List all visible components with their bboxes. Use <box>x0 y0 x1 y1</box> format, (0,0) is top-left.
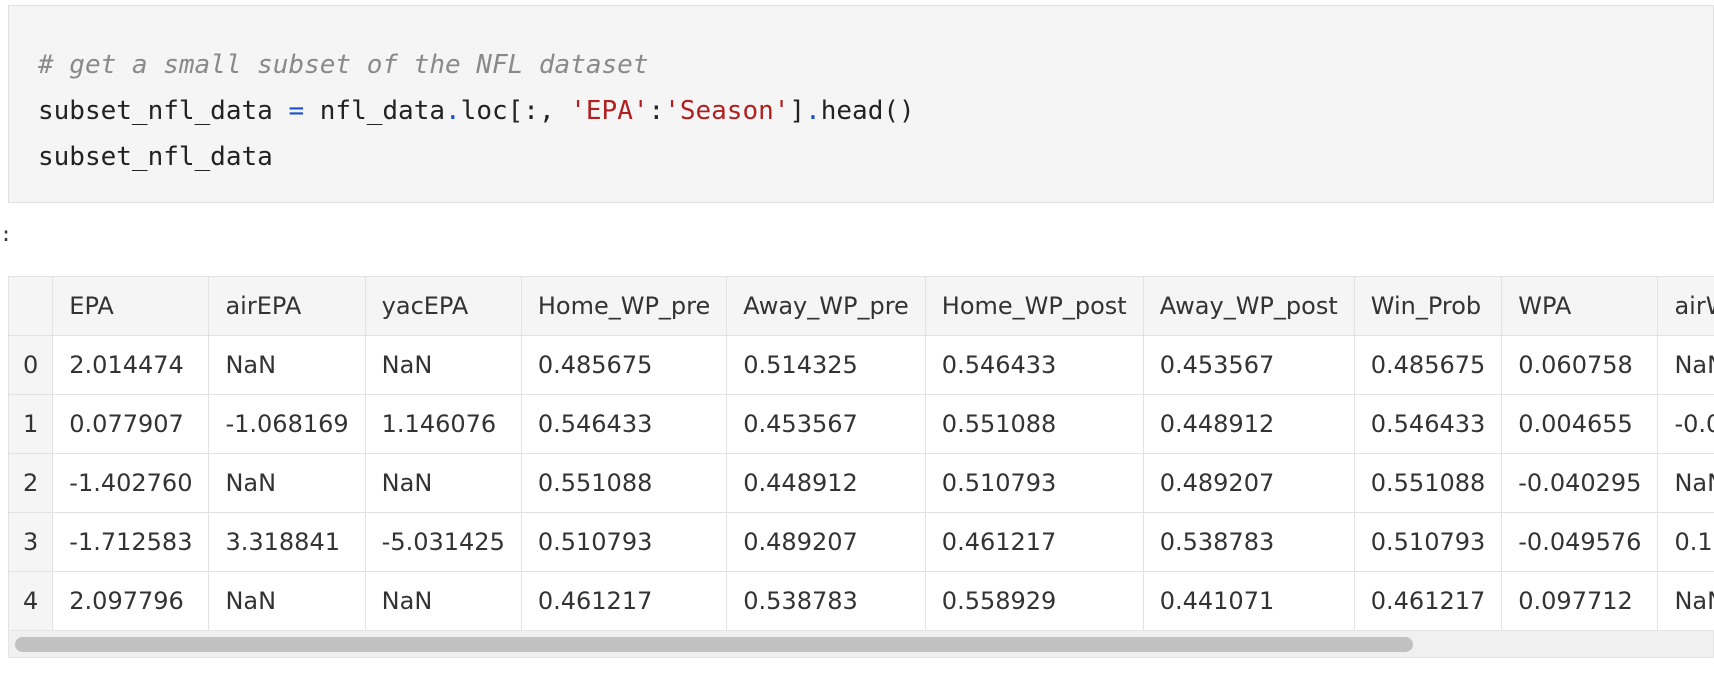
table-cell: -0.040295 <box>1501 453 1659 513</box>
table-cell: 0.485675 <box>520 335 728 395</box>
code-token-dot: . <box>445 96 461 126</box>
code-token-head: head() <box>820 96 915 126</box>
scrollbar-thumb[interactable] <box>15 637 1413 652</box>
horizontal-scrollbar[interactable] <box>8 630 1714 658</box>
table-cell: -1.402760 <box>52 453 210 513</box>
output-prompt: : <box>0 222 13 246</box>
code-token-colon: : <box>648 96 665 126</box>
code-token-string-season: 'Season' <box>664 96 790 126</box>
row-index: 2 <box>8 453 54 513</box>
table-row: 2 -1.402760 NaN NaN 0.551088 0.448912 0.… <box>8 453 1714 513</box>
column-header: yacEPA <box>364 276 522 336</box>
table-cell: NaN <box>1657 453 1714 513</box>
table-cell: NaN <box>364 571 522 631</box>
column-header: WPA <box>1501 276 1659 336</box>
code-token-close: ] <box>789 96 806 126</box>
table-cell: 0.551088 <box>1353 453 1503 513</box>
column-header: airWP <box>1657 276 1714 336</box>
column-header: Away_WP_pre <box>726 276 926 336</box>
table-cell: 0.441071 <box>1142 571 1355 631</box>
table-cell: -5.031425 <box>364 512 522 572</box>
table-cell: 2.014474 <box>52 335 210 395</box>
table-cell: 0.461217 <box>924 512 1144 572</box>
table-cell: 0.461217 <box>520 571 728 631</box>
table-cell: 0.551088 <box>924 394 1144 454</box>
table-cell: 0.077907 <box>52 394 210 454</box>
code-line-output-var: subset_nfl_data <box>38 142 273 172</box>
column-header: Away_WP_post <box>1142 276 1355 336</box>
table-cell: 0.453567 <box>726 394 926 454</box>
table-cell: 0.510793 <box>1353 512 1503 572</box>
table-cell: NaN <box>1657 571 1714 631</box>
table-cell: -0.03 <box>1657 394 1714 454</box>
table-cell: 0.448912 <box>1142 394 1355 454</box>
code-token-loc: loc[:, <box>460 96 571 126</box>
table-cell: 0.097712 <box>1501 571 1659 631</box>
table-row: 1 0.077907 -1.068169 1.146076 0.546433 0… <box>8 394 1714 454</box>
table-cell: 2.097796 <box>52 571 210 631</box>
table-cell: 0.510793 <box>924 453 1144 513</box>
table-cell: 0.538783 <box>1142 512 1355 572</box>
code-comment: # get a small subset of the NFL dataset <box>38 50 649 80</box>
table-cell: 0.514325 <box>726 335 926 395</box>
table-cell: NaN <box>208 571 366 631</box>
dataframe-table: EPA airEPA yacEPA Home_WP_pre Away_WP_pr… <box>8 276 1714 631</box>
code-token-eq: = <box>272 96 320 126</box>
table-cell: 1.146076 <box>364 394 522 454</box>
code-cell[interactable]: # get a small subset of the NFL dataset … <box>8 5 1714 203</box>
table-cell: 0.558929 <box>924 571 1144 631</box>
table-cell: 0.060758 <box>1501 335 1659 395</box>
table-cell: 0.461217 <box>1353 571 1503 631</box>
table-cell: 0.546433 <box>924 335 1144 395</box>
table-cell: 0.448912 <box>726 453 926 513</box>
column-header: EPA <box>52 276 210 336</box>
table-cell: -0.049576 <box>1501 512 1659 572</box>
table-cell: 0.551088 <box>520 453 728 513</box>
table-cell: 0.004655 <box>1501 394 1659 454</box>
code-line-assignment: subset_nfl_data = nfl_data.loc[:, 'EPA':… <box>38 88 1713 134</box>
table-cell: 0.106 <box>1657 512 1714 572</box>
column-header-index <box>8 276 54 336</box>
table-row: 0 2.014474 NaN NaN 0.485675 0.514325 0.5… <box>8 335 1714 395</box>
table-cell: 0.485675 <box>1353 335 1503 395</box>
table-cell: 0.510793 <box>520 512 728 572</box>
column-header: airEPA <box>208 276 366 336</box>
column-header: Win_Prob <box>1353 276 1503 336</box>
column-header: Home_WP_pre <box>520 276 728 336</box>
table-cell: -1.712583 <box>52 512 210 572</box>
table-cell: 3.318841 <box>208 512 366 572</box>
code-token-obj: nfl_data <box>319 96 446 126</box>
code-token-dot: . <box>805 96 821 126</box>
row-index: 0 <box>8 335 54 395</box>
table-cell: 0.489207 <box>1142 453 1355 513</box>
table-cell: NaN <box>208 335 366 395</box>
output-area[interactable]: EPA airEPA yacEPA Home_WP_pre Away_WP_pr… <box>8 276 1714 660</box>
table-header-row: EPA airEPA yacEPA Home_WP_pre Away_WP_pr… <box>8 276 1714 336</box>
table-cell: 0.453567 <box>1142 335 1355 395</box>
table-cell: 0.489207 <box>726 512 926 572</box>
table-cell: 0.546433 <box>1353 394 1503 454</box>
row-index: 1 <box>8 394 54 454</box>
row-index: 4 <box>8 571 54 631</box>
table-cell: NaN <box>208 453 366 513</box>
table-row: 3 -1.712583 3.318841 -5.031425 0.510793 … <box>8 512 1714 572</box>
table-cell: -1.068169 <box>208 394 366 454</box>
table-cell: NaN <box>364 453 522 513</box>
table-row: 4 2.097796 NaN NaN 0.461217 0.538783 0.5… <box>8 571 1714 631</box>
table-cell: NaN <box>1657 335 1714 395</box>
row-index: 3 <box>8 512 54 572</box>
code-token-string-epa: 'EPA' <box>570 96 649 126</box>
table-cell: 0.546433 <box>520 394 728 454</box>
code-token-var: subset_nfl_data <box>38 96 273 126</box>
column-header: Home_WP_post <box>924 276 1144 336</box>
code-line-comment: # get a small subset of the NFL dataset <box>38 42 1713 88</box>
table-cell: NaN <box>364 335 522 395</box>
table-cell: 0.538783 <box>726 571 926 631</box>
